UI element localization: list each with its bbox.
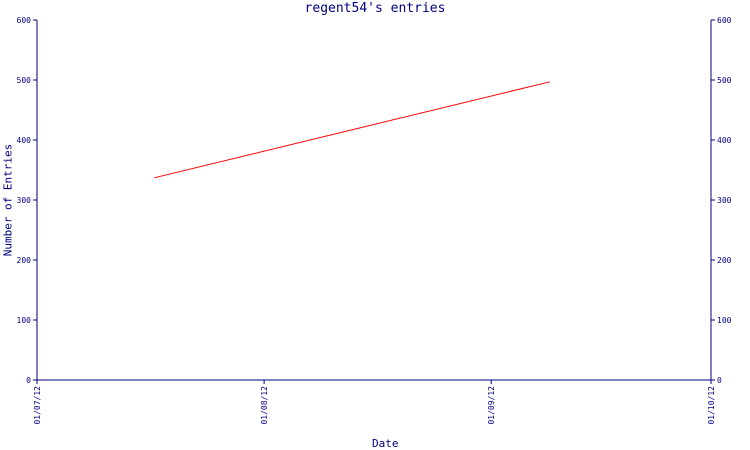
y-tick-label-left: 600 bbox=[17, 16, 32, 25]
x-axis-label: Date bbox=[372, 437, 399, 450]
y-tick-label-right: 100 bbox=[717, 316, 732, 325]
x-tick-label: 01/10/12 bbox=[707, 386, 716, 425]
y-tick-label-right: 300 bbox=[717, 196, 732, 205]
x-tick-label: 01/09/12 bbox=[487, 386, 496, 425]
y-tick-label-left: 400 bbox=[17, 136, 32, 145]
y-tick-label-left: 100 bbox=[17, 316, 32, 325]
y-tick-label-right: 600 bbox=[717, 16, 732, 25]
y-tick-label-right: 400 bbox=[717, 136, 732, 145]
y-tick-label-right: 200 bbox=[717, 256, 732, 265]
y-tick-label-left: 0 bbox=[26, 376, 31, 385]
y-tick-label-left: 500 bbox=[17, 76, 32, 85]
x-tick-label: 01/08/12 bbox=[260, 386, 269, 425]
y-tick-label-right: 0 bbox=[717, 376, 722, 385]
x-tick-label: 01/07/12 bbox=[33, 386, 42, 425]
series-line bbox=[154, 81, 550, 179]
chart-title: regent54's entries bbox=[304, 1, 446, 16]
y-tick-label-right: 500 bbox=[717, 76, 732, 85]
y-tick-label-left: 200 bbox=[17, 256, 32, 265]
y-tick-label-left: 300 bbox=[17, 196, 32, 205]
